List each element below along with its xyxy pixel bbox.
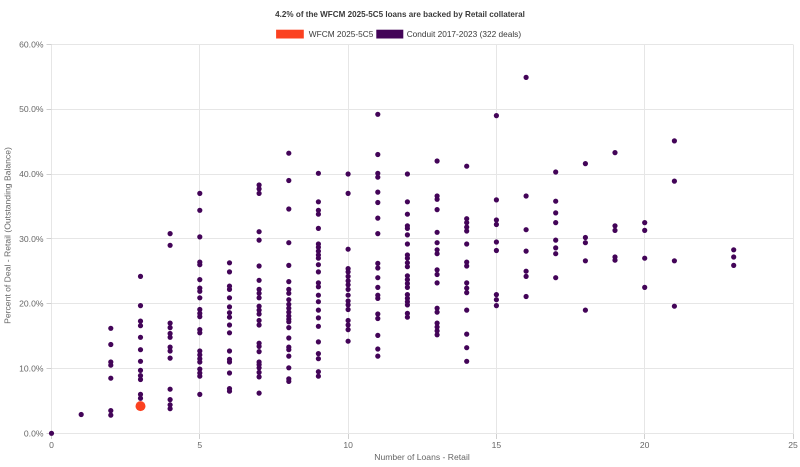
svg-text:20: 20 bbox=[640, 440, 650, 450]
svg-text:5: 5 bbox=[197, 440, 202, 450]
svg-text:30.0%: 30.0% bbox=[19, 234, 44, 244]
svg-text:60.0%: 60.0% bbox=[19, 39, 44, 49]
svg-text:10.0%: 10.0% bbox=[19, 364, 44, 374]
svg-text:20.0%: 20.0% bbox=[19, 299, 44, 309]
svg-text:25: 25 bbox=[788, 440, 798, 450]
svg-text:10: 10 bbox=[343, 440, 353, 450]
svg-text:15: 15 bbox=[492, 440, 502, 450]
svg-text:0.0%: 0.0% bbox=[24, 428, 44, 438]
svg-text:40.0%: 40.0% bbox=[19, 169, 44, 179]
svg-text:Percent of Deal - Retail (Outs: Percent of Deal - Retail (Outstanding Ba… bbox=[3, 147, 13, 324]
svg-text:50.0%: 50.0% bbox=[19, 104, 44, 114]
svg-text:WFCM 2025-5C5: WFCM 2025-5C5 bbox=[309, 29, 374, 39]
svg-text:Conduit 2017-2023 (322 deals): Conduit 2017-2023 (322 deals) bbox=[407, 29, 522, 39]
svg-text:Number of Loans - Retail: Number of Loans - Retail bbox=[374, 452, 470, 462]
svg-text:0: 0 bbox=[49, 440, 54, 450]
svg-text:4.2% of the WFCM 2025-5C5 loan: 4.2% of the WFCM 2025-5C5 loans are back… bbox=[275, 10, 525, 19]
